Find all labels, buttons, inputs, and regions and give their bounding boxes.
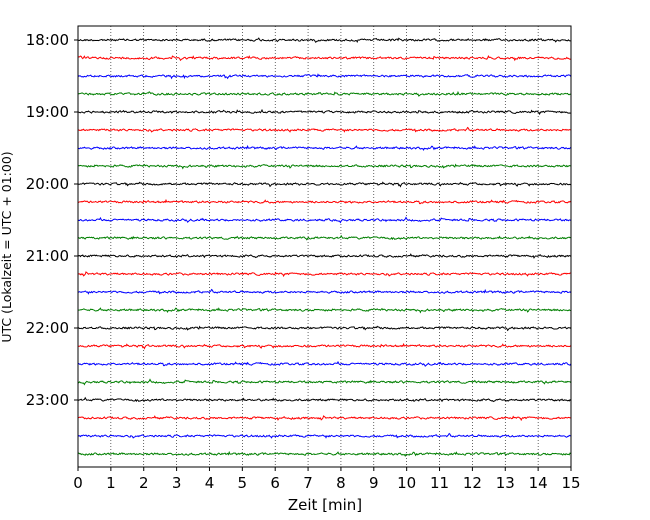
- y-tick-label-22:00: 22:00: [26, 319, 69, 337]
- x-axis-ticks: 0 1 2 3 4 5 6 7 8 9 10 11 12 13 14 15: [73, 467, 581, 492]
- trace-3: [77, 73, 572, 80]
- x-tick-label-3: 3: [172, 474, 182, 492]
- trace-18: [77, 342, 572, 350]
- seismic-traces: [77, 37, 572, 457]
- trace-10: [77, 198, 572, 205]
- trace-23: [77, 432, 571, 439]
- y-axis-ticks: 18:00 19:00 20:00 21:00 22:00 23:00: [26, 31, 78, 409]
- trace-9: [77, 181, 572, 188]
- y-tick-label-23:00: 23:00: [26, 391, 69, 409]
- x-tick-label-4: 4: [205, 474, 215, 492]
- trace-17: [77, 325, 572, 332]
- trace-15: [77, 288, 572, 295]
- x-tick-label-5: 5: [238, 474, 248, 492]
- y-tick-label-21:00: 21:00: [26, 247, 69, 265]
- trace-14: [77, 271, 571, 278]
- trace-6: [77, 126, 571, 133]
- x-tick-label-14: 14: [529, 474, 548, 492]
- plot-frame: [77, 25, 572, 468]
- x-tick-label-0: 0: [73, 474, 83, 492]
- x-tick-label-10: 10: [397, 474, 416, 492]
- x-axis-label: Zeit [min]: [288, 496, 362, 514]
- trace-24: [77, 450, 572, 457]
- y-tick-label-18:00: 18:00: [26, 31, 69, 49]
- trace-1: [77, 37, 571, 44]
- trace-4: [77, 90, 571, 97]
- trace-21: [77, 396, 572, 403]
- x-tick-label-11: 11: [430, 474, 449, 492]
- trace-22: [77, 415, 571, 422]
- trace-16: [77, 307, 571, 314]
- x-tick-label-13: 13: [496, 474, 515, 492]
- x-tick-label-7: 7: [303, 474, 313, 492]
- y-axis-label: UTC (Lokalzeit = UTC + 01:00): [0, 151, 14, 342]
- x-tick-label-6: 6: [270, 474, 280, 492]
- trace-7: [77, 144, 572, 151]
- x-tick-label-9: 9: [369, 474, 379, 492]
- trace-13: [77, 253, 572, 259]
- trace-2: [77, 54, 571, 62]
- trace-8: [77, 163, 571, 170]
- trace-20: [77, 378, 572, 386]
- x-tick-label-2: 2: [139, 474, 149, 492]
- y-tick-label-20:00: 20:00: [26, 175, 69, 193]
- y-tick-label-19:00: 19:00: [26, 103, 69, 121]
- x-tick-label-1: 1: [106, 474, 116, 492]
- trace-12: [77, 234, 571, 241]
- x-tick-label-12: 12: [463, 474, 482, 492]
- trace-5: [77, 108, 571, 116]
- trace-11: [77, 216, 572, 224]
- x-tick-label-15: 15: [561, 474, 580, 492]
- x-tick-label-8: 8: [336, 474, 346, 492]
- trace-19: [77, 360, 572, 367]
